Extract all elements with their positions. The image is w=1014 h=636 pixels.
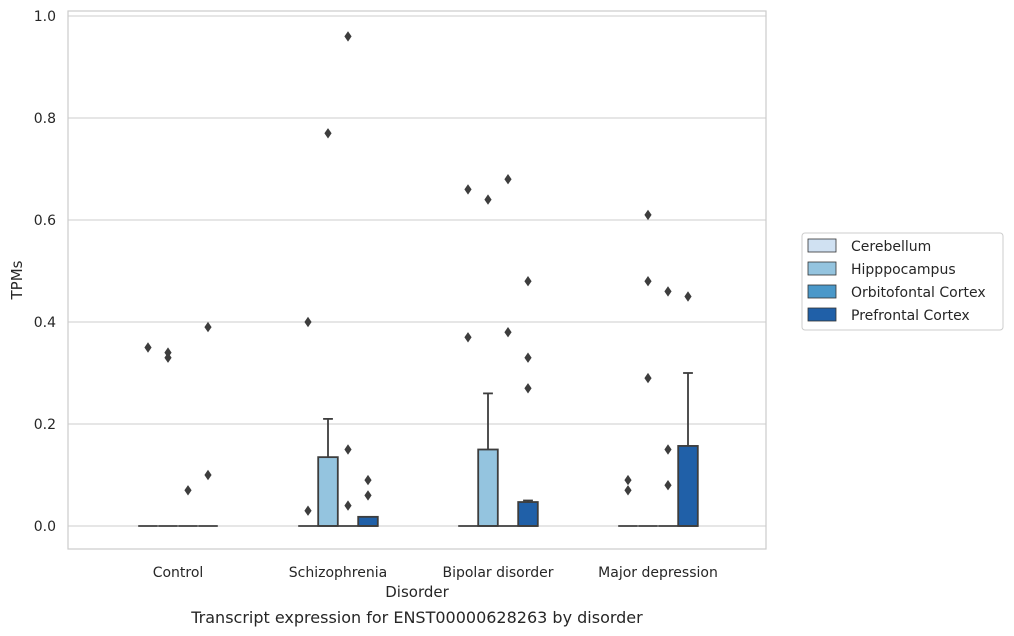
y-tick-label: 0.2 [34,417,56,433]
y-tick-label: 1.0 [34,9,56,25]
y-tick-labels: 0.0 0.2 0.4 0.6 0.8 1.0 [34,9,56,535]
outlier-point [364,474,372,486]
legend-items: Cerebellum Hipppocampus Orbitofontal Corte… [807,238,986,324]
outlier-point [524,352,532,363]
outlier-point [364,490,372,501]
outlier-point [164,347,172,358]
box-group [477,194,499,527]
outlier-point [624,485,632,496]
box-group [298,316,318,527]
outlier-point [344,31,352,42]
box-group [138,342,158,527]
outlier-point [524,276,532,287]
outlier-point [324,128,332,139]
box-group [677,291,699,527]
box-group [658,286,678,527]
outlier-point [344,500,352,511]
legend-item: Orbitofontal Cortex [807,284,986,301]
outlier-point [304,316,312,328]
x-tick-labels: Control Schizophrenia Bipolar disorder Majo… [153,565,718,581]
y-tick-label: 0.0 [34,519,56,535]
outlier-point [484,194,492,205]
outlier-point [304,505,312,516]
y-axis-label: TPMs [8,260,26,300]
outlier-point [344,444,352,455]
legend-swatch [807,284,837,299]
y-tick-label: 0.8 [34,111,56,127]
legend-label: Cerebellum [851,239,931,255]
x-tick-label: Major depression [598,565,718,581]
outlier-point [464,184,472,195]
legend-frame [801,232,1004,331]
outlier-point [624,474,632,486]
box-group [618,474,638,527]
box-group [498,174,518,527]
legend-label: Hipppocampus [851,262,956,278]
box-group [198,321,218,527]
outlier-point [644,372,652,384]
outlier-point [644,276,652,287]
box-group [357,474,379,527]
outlier-point [204,321,212,333]
legend-label: Orbitofontal Cortex [851,285,986,301]
x-tick-label: Control [153,565,204,581]
legend-item: Prefrontal Cortex [807,307,970,324]
legend-label: Prefrontal Cortex [851,308,970,324]
legend-swatch [807,261,837,276]
outlier-point [644,209,652,221]
y-tick-label: 0.4 [34,315,56,331]
x-tick-label: Bipolar disorder [442,565,553,581]
box [517,501,539,527]
grid-lines [68,15,766,527]
outlier-point [504,174,512,185]
box-group [178,485,198,527]
legend-swatch [807,238,837,253]
box-group [458,184,478,527]
box-group [338,31,358,527]
outlier-point [664,286,672,297]
x-axis-label: Disorder [385,583,449,601]
chart-caption: Transcript expression for ENST0000062826… [190,608,643,627]
legend: Cerebellum Hipppocampus Orbitofontal Corte… [801,232,1004,331]
outlier-point [664,480,672,491]
box-group [158,347,178,527]
plot-frame [67,10,767,550]
y-tick-label: 0.6 [34,213,56,229]
box [677,445,699,527]
box-group [638,209,658,527]
box-group [517,276,539,527]
outlier-point [144,342,152,353]
legend-item: Cerebellum [807,238,931,255]
x-tick-label: Schizophrenia [289,565,387,581]
box [477,448,499,527]
outlier-point [464,332,472,343]
boxes [138,31,699,527]
outlier-point [504,327,512,338]
outlier-point [664,444,672,455]
outlier-point [524,383,532,394]
outlier-point [204,469,212,481]
legend-swatch [807,307,837,322]
outlier-point [184,485,192,496]
outlier-point [684,291,692,302]
box [357,515,379,527]
box [317,456,339,527]
legend-item: Hipppocampus [807,261,956,278]
box-group [317,128,339,527]
